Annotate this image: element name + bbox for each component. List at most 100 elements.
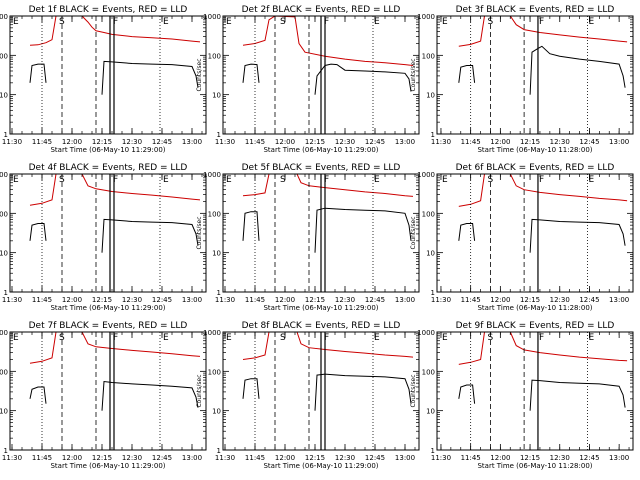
phase-marker-label: S: [59, 333, 65, 343]
phase-marker-label: F: [324, 175, 329, 185]
y-tick-label: 100: [0, 52, 8, 60]
y-tick-label: 1000: [203, 171, 221, 179]
x-tick-label: 11:45: [461, 138, 481, 146]
events-series-line: [29, 223, 47, 241]
x-tick-label: 11:30: [215, 138, 235, 146]
plot-frame: [436, 331, 634, 451]
panel-title: Det 3f BLACK = Events, RED = LLD: [456, 5, 615, 15]
phase-marker-label: E: [588, 175, 594, 185]
y-tick-label: 10: [212, 408, 221, 416]
x-tick-label: 13:00: [395, 296, 415, 304]
x-tick-label: 11:30: [2, 454, 22, 462]
plot-frame: [222, 173, 420, 293]
x-tick-label: 11:30: [431, 296, 451, 304]
phase-marker-label: E: [163, 175, 169, 185]
y-tick-label: 100: [422, 52, 435, 60]
x-tick-label: 11:45: [245, 454, 265, 462]
y-tick-label: 1: [217, 447, 221, 455]
y-tick-label: 10: [0, 250, 8, 258]
phase-marker-label: E: [588, 333, 594, 343]
y-tick-label: 100: [422, 210, 435, 218]
x-tick-label: 11:45: [461, 454, 481, 462]
panel-title: Det 6f BLACK = Events, RED = LLD: [456, 163, 615, 173]
y-tick-label: 1: [431, 289, 435, 297]
y-tick-label: 10: [426, 92, 435, 100]
phase-marker-label: F: [539, 17, 544, 27]
phase-marker-label: E: [13, 175, 19, 185]
y-tick-label: 10: [426, 408, 435, 416]
x-tick-label: 11:30: [2, 296, 22, 304]
x-axis-label: Start Time (06-May-10 11:29:00): [263, 462, 378, 470]
y-tick-label: 1: [431, 447, 435, 455]
y-axis-label: Counts/sec: [410, 374, 417, 407]
x-tick-label: 11:30: [215, 296, 235, 304]
panel-title: Det 7f BLACK = Events, RED = LLD: [29, 321, 188, 331]
y-tick-label: 1000: [417, 13, 435, 21]
phase-marker-label: E: [226, 333, 232, 343]
phase-marker-label: S: [280, 17, 286, 27]
panel-det-2: Det 2f BLACK = Events, RED = LLD Counts/s…: [196, 5, 420, 154]
y-tick-label: 10: [0, 408, 8, 416]
panel-title: Det 5f BLACK = Events, RED = LLD: [242, 163, 401, 173]
y-tick-label: 1: [4, 289, 8, 297]
lld-series-line: [242, 15, 414, 66]
plot-frame: [436, 15, 634, 135]
lld-series-line: [242, 331, 414, 360]
phase-marker-label: F: [539, 175, 544, 185]
x-tick-label: 13:00: [395, 454, 415, 462]
events-series-line: [314, 373, 412, 411]
y-tick-label: 100: [0, 210, 8, 218]
x-tick-label: 12:30: [122, 296, 142, 304]
lld-series-line: [458, 15, 628, 47]
x-tick-label: 12:30: [550, 138, 570, 146]
y-tick-label: 1000: [0, 171, 8, 179]
panel-det-7: Det 7f BLACK = Events, RED = LLD Counts/s…: [0, 321, 207, 470]
y-tick-label: 1: [217, 289, 221, 297]
x-tick-label: 12:45: [152, 454, 172, 462]
x-tick-label: 13:00: [395, 138, 415, 146]
phase-marker-label: E: [226, 17, 232, 27]
x-tick-label: 12:00: [490, 138, 510, 146]
events-series-line: [458, 384, 476, 404]
phase-marker-label: E: [226, 175, 232, 185]
events-series-line: [101, 60, 199, 95]
y-axis-label: Counts/sec: [410, 216, 417, 249]
phase-marker-label: F: [113, 17, 118, 27]
x-tick-label: 12:15: [305, 296, 325, 304]
x-tick-label: 11:45: [245, 296, 265, 304]
events-series-line: [458, 223, 476, 241]
phase-marker-label: S: [487, 175, 493, 185]
x-tick-label: 12:15: [520, 296, 540, 304]
x-tick-label: 11:30: [2, 138, 22, 146]
x-tick-label: 12:15: [305, 454, 325, 462]
y-axis-label: Counts/sec: [196, 216, 203, 249]
x-tick-label: 11:45: [32, 296, 52, 304]
y-tick-label: 1000: [203, 329, 221, 337]
plot-frame: [9, 173, 207, 293]
events-series-line: [529, 379, 626, 411]
phase-marker-label: E: [374, 17, 380, 27]
x-tick-label: 11:45: [245, 138, 265, 146]
panel-title: Det 4f BLACK = Events, RED = LLD: [29, 163, 188, 173]
panel-det-3: Det 3f BLACK = Events, RED = LLD Counts/s…: [410, 5, 634, 154]
phase-marker-label: E: [13, 17, 19, 27]
y-tick-label: 10: [0, 92, 8, 100]
x-tick-label: 12:45: [579, 138, 599, 146]
y-tick-label: 1000: [203, 13, 221, 21]
y-tick-label: 10: [212, 250, 221, 258]
x-tick-label: 12:45: [579, 296, 599, 304]
events-series-line: [242, 63, 260, 83]
x-tick-label: 12:45: [365, 454, 385, 462]
phase-marker-label: F: [324, 17, 329, 27]
x-axis-label: Start Time (06-May-10 11:28:00): [477, 304, 592, 312]
events-series-line: [458, 65, 476, 83]
x-tick-label: 11:30: [431, 138, 451, 146]
x-axis-label: Start Time (06-May-10 11:29:00): [50, 146, 165, 154]
x-tick-label: 11:30: [215, 454, 235, 462]
events-series-line: [242, 211, 260, 241]
y-tick-label: 10: [212, 92, 221, 100]
x-tick-label: 12:30: [550, 296, 570, 304]
panel-title: Det 9f BLACK = Events, RED = LLD: [456, 321, 615, 331]
x-tick-label: 12:15: [92, 138, 112, 146]
